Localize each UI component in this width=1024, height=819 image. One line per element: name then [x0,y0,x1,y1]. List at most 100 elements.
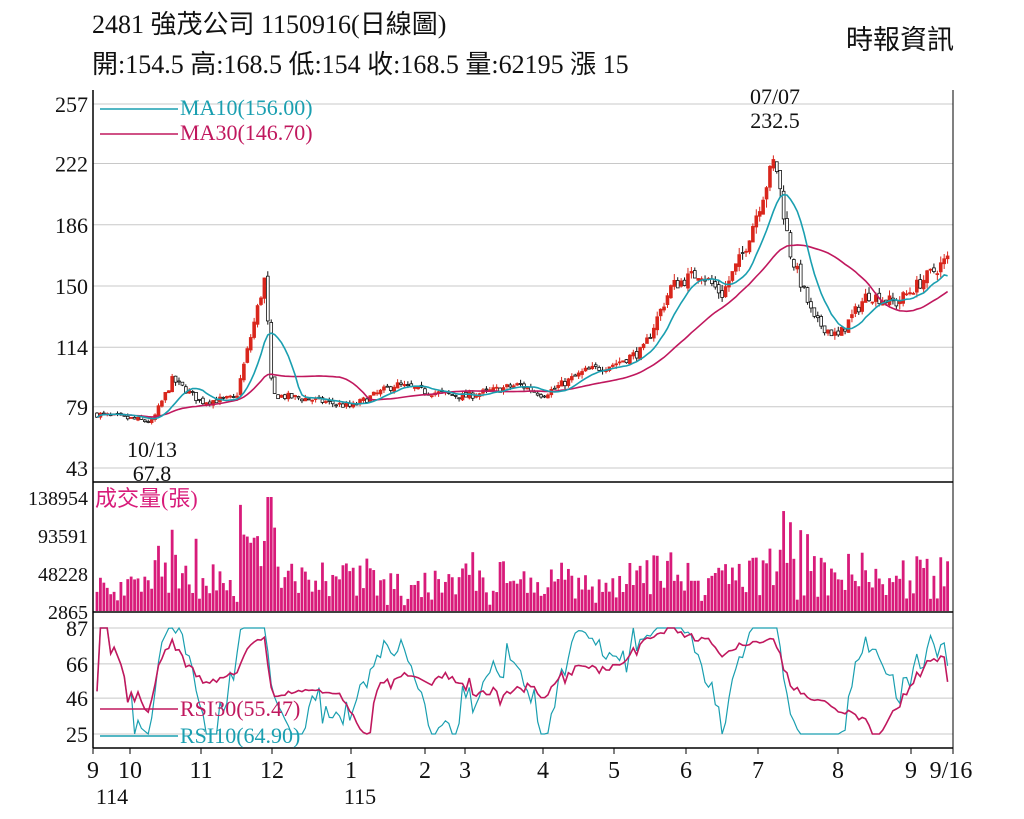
volume-bar [341,565,345,611]
volume-bar [567,568,570,611]
candle-body [221,396,226,399]
volume-bar [652,555,656,611]
candle-body [320,397,325,403]
volume-bar [198,598,201,611]
candle-body [255,305,260,325]
volume-bar [317,589,321,611]
volume-bar [280,587,283,611]
candle-body [669,285,673,299]
rsi-tick-label: 87 [66,616,88,641]
volume-bar [119,582,123,611]
candle-body [238,378,243,396]
candle-body [751,226,755,243]
candle-body [515,383,519,386]
volume-bar [625,584,628,611]
candle-body [180,381,185,386]
volume-bar [375,595,379,611]
panel-frames [92,90,954,749]
volume-bar [536,582,540,611]
rsi-tick-label: 25 [66,722,88,747]
volume-bar [881,584,885,611]
volume-bar [150,588,154,611]
volume-bar [372,570,376,611]
volume-bar [157,545,160,611]
candle-body [911,292,916,295]
ma30-line [96,244,949,418]
volume-bar [543,593,546,611]
volume-bar [922,567,926,611]
candle-body [306,398,311,401]
high-value-label: 232.5 [750,108,800,133]
volume-bar [471,552,475,611]
volume-bar [700,600,704,611]
volume-bar [457,577,461,611]
candle-body [846,319,851,333]
volume-bar [874,568,878,611]
volume-tick-label: 93591 [38,526,88,548]
volume-bar [344,563,348,611]
candle-body [621,360,625,363]
volume-bar [806,534,809,611]
candle-body [652,327,656,339]
volume-bar [847,553,850,611]
candle-body [737,254,742,267]
candle-body [382,386,386,391]
volume-bar [734,580,738,611]
volume-bar [662,587,666,611]
volume-bar [621,592,625,611]
candle-body [279,394,284,398]
volume-bar [307,579,311,611]
x-tick-label: 9/16 [930,758,973,784]
volume-bar [331,574,335,611]
volume-bar [560,562,563,611]
volume-bar [252,537,256,611]
volume-bar [857,586,861,611]
volume-bar [498,562,502,611]
candle-body [293,394,297,397]
volume-bar [645,560,649,611]
candle-body [194,392,198,401]
candle-body [785,218,789,232]
volume-bar [720,570,724,611]
candle-body [163,392,168,401]
candle-body [795,265,800,270]
candle-body [638,347,642,361]
volume-bar [184,565,188,611]
volume-bar [215,590,218,611]
volume-bar [597,579,601,611]
volume-bar [368,568,372,611]
candle-body [935,273,940,276]
candle-body [904,293,909,296]
candle-body [525,387,530,390]
volume-bar [481,577,485,611]
candle-body [296,396,301,399]
volume-bar [126,579,130,611]
volume-bar [235,601,239,611]
volume-bar [590,586,594,611]
volume-bar [508,581,512,611]
volume-tick-label: 138954 [28,488,88,510]
candle-body [792,259,796,268]
volume-tick-label: 48228 [38,564,88,586]
candle-body [334,404,338,407]
price-tick-label: 79 [66,395,88,420]
candle-body [371,391,376,396]
candle-body [494,386,499,389]
volume-bar [99,577,102,611]
candle-body [597,367,601,371]
volume-bar [293,581,297,611]
volume-bar [836,579,840,611]
candle-body [146,421,151,423]
volume-bar [659,580,663,611]
candle-body [399,382,403,385]
candle-body [723,286,728,298]
candle-body [631,352,636,357]
volume-bar [929,598,932,611]
candle-body [160,400,164,407]
volume-bar [710,575,714,611]
volume-bar [379,580,382,611]
candle-body [812,307,817,317]
volume-bar [314,580,318,611]
volume-bar [539,595,543,611]
volume-bar [529,577,533,611]
